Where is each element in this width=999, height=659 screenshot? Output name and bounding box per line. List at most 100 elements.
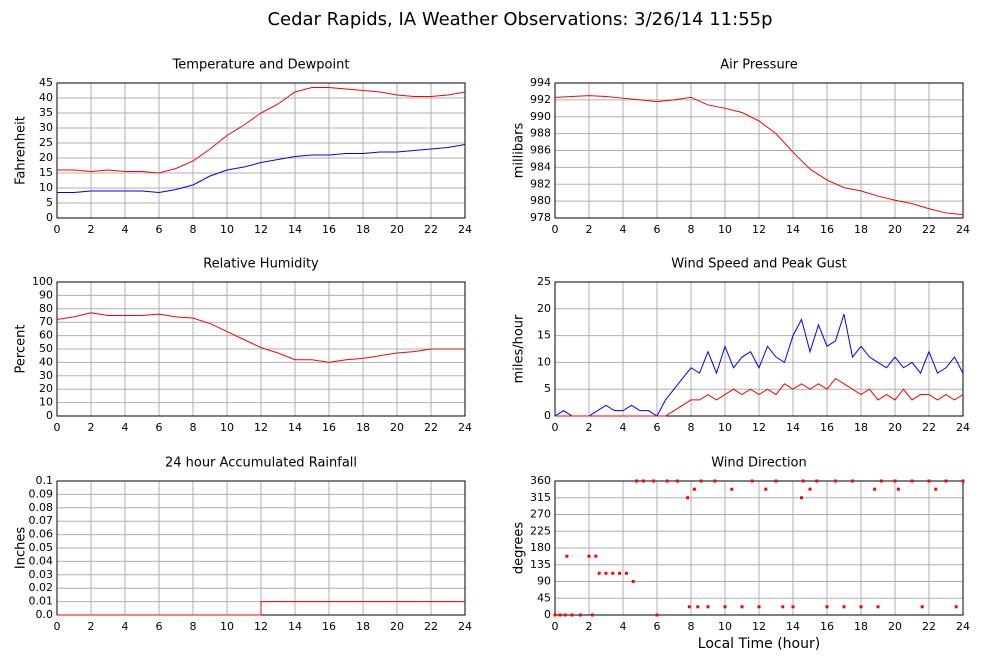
data-point — [553, 613, 557, 617]
y-tick-label: 5 — [544, 382, 551, 395]
data-point — [565, 554, 569, 558]
x-tick-label: 16 — [820, 421, 834, 434]
x-tick-label: 8 — [190, 223, 197, 236]
data-line — [554, 314, 964, 417]
y-tick-label: 0.09 — [29, 487, 54, 500]
data-point — [699, 479, 703, 483]
data-point — [774, 479, 778, 483]
x-tick-label: 10 — [718, 223, 732, 236]
y-tick-label: 135 — [530, 558, 551, 571]
y-axis-label: Fahrenheit — [14, 116, 29, 185]
x-tick-label: 10 — [718, 620, 732, 633]
data-point — [750, 479, 754, 483]
x-tick-label: 12 — [752, 223, 766, 236]
data-point — [624, 571, 628, 575]
x-tick-label: 20 — [390, 421, 404, 434]
y-tick-label: 984 — [530, 160, 551, 173]
x-tick-label: 18 — [854, 223, 868, 236]
data-point — [723, 605, 727, 609]
y-axis-label: Inches — [14, 527, 29, 569]
y-tick-label: 25 — [39, 136, 53, 149]
data-point — [696, 605, 700, 609]
data-point — [604, 571, 608, 575]
data-point — [944, 479, 948, 483]
data-point — [686, 496, 690, 500]
data-point — [570, 613, 574, 617]
data-point — [934, 487, 938, 491]
y-tick-label: 360 — [530, 474, 551, 487]
x-tick-label: 8 — [688, 421, 695, 434]
data-point — [781, 605, 785, 609]
data-point — [692, 487, 696, 491]
data-point — [675, 479, 679, 483]
x-tick-label: 0 — [552, 421, 559, 434]
data-point — [597, 571, 601, 575]
y-axis-label: degrees — [512, 522, 527, 575]
x-tick-label: 12 — [254, 620, 268, 633]
data-point — [873, 487, 877, 491]
y-tick-label: 10 — [39, 396, 53, 409]
x-tick-label: 22 — [424, 620, 438, 633]
x-tick-label: 6 — [654, 620, 661, 633]
y-tick-label: 992 — [530, 93, 551, 106]
y-tick-label: 0.01 — [29, 595, 54, 608]
x-tick-label: 6 — [156, 620, 163, 633]
data-point — [655, 613, 659, 617]
data-point — [808, 487, 812, 491]
x-tick-label: 22 — [922, 421, 936, 434]
y-tick-label: 0.03 — [29, 568, 54, 581]
y-tick-label: 0.1 — [36, 474, 54, 487]
page-title: Cedar Rapids, IA Weather Observations: 3… — [267, 9, 772, 30]
y-tick-label: 982 — [530, 177, 551, 190]
data-point — [834, 479, 837, 483]
data-line — [57, 87, 466, 174]
x-tick-label: 24 — [956, 421, 970, 434]
x-tick-label: 10 — [220, 421, 234, 434]
x-tick-label: 0 — [54, 223, 61, 236]
x-tick-label: 20 — [888, 620, 902, 633]
x-tick-label: 18 — [356, 421, 370, 434]
data-point — [825, 605, 829, 609]
x-tick-label: 18 — [356, 620, 370, 633]
x-tick-label: 6 — [654, 223, 661, 236]
data-point — [652, 479, 656, 483]
x-tick-label: 20 — [390, 620, 404, 633]
data-point — [558, 613, 562, 617]
plot-frame — [56, 82, 466, 219]
x-tick-label: 2 — [88, 223, 95, 236]
x-tick-label: 22 — [922, 223, 936, 236]
chart-title: Wind Direction — [711, 456, 807, 471]
data-line — [57, 601, 465, 616]
x-tick-label: 14 — [786, 223, 800, 236]
x-tick-label: 4 — [620, 223, 627, 236]
x-tick-label: 12 — [752, 620, 766, 633]
x-tick-label: 4 — [620, 421, 627, 434]
x-tick-label: 16 — [820, 223, 834, 236]
data-point — [896, 487, 900, 491]
x-tick-label: 8 — [190, 421, 197, 434]
x-tick-label: 24 — [458, 223, 472, 236]
plot-frame — [554, 281, 964, 417]
x-tick-label: 0 — [552, 223, 559, 236]
y-tick-label: 0.0 — [36, 608, 54, 621]
y-tick-label: 988 — [530, 127, 551, 140]
x-tick-label: 14 — [288, 223, 302, 236]
y-tick-label: 15 — [39, 166, 53, 179]
y-tick-label: 90 — [537, 575, 551, 588]
y-tick-label: 270 — [530, 508, 551, 521]
data-point — [920, 605, 924, 609]
y-tick-label: 0.06 — [29, 528, 54, 541]
y-tick-label: 50 — [39, 342, 53, 355]
x-tick-label: 14 — [786, 421, 800, 434]
x-tick-label: 6 — [654, 421, 661, 434]
data-point — [730, 487, 734, 491]
x-tick-label: 14 — [786, 620, 800, 633]
y-tick-label: 0.07 — [29, 514, 54, 527]
data-line — [554, 95, 964, 216]
data-line — [56, 312, 465, 363]
x-tick-label: 8 — [688, 620, 695, 633]
y-tick-label: 45 — [537, 591, 551, 604]
chart-title: Air Pressure — [720, 58, 798, 73]
x-tick-label: 6 — [156, 223, 163, 236]
data-point — [587, 554, 591, 558]
